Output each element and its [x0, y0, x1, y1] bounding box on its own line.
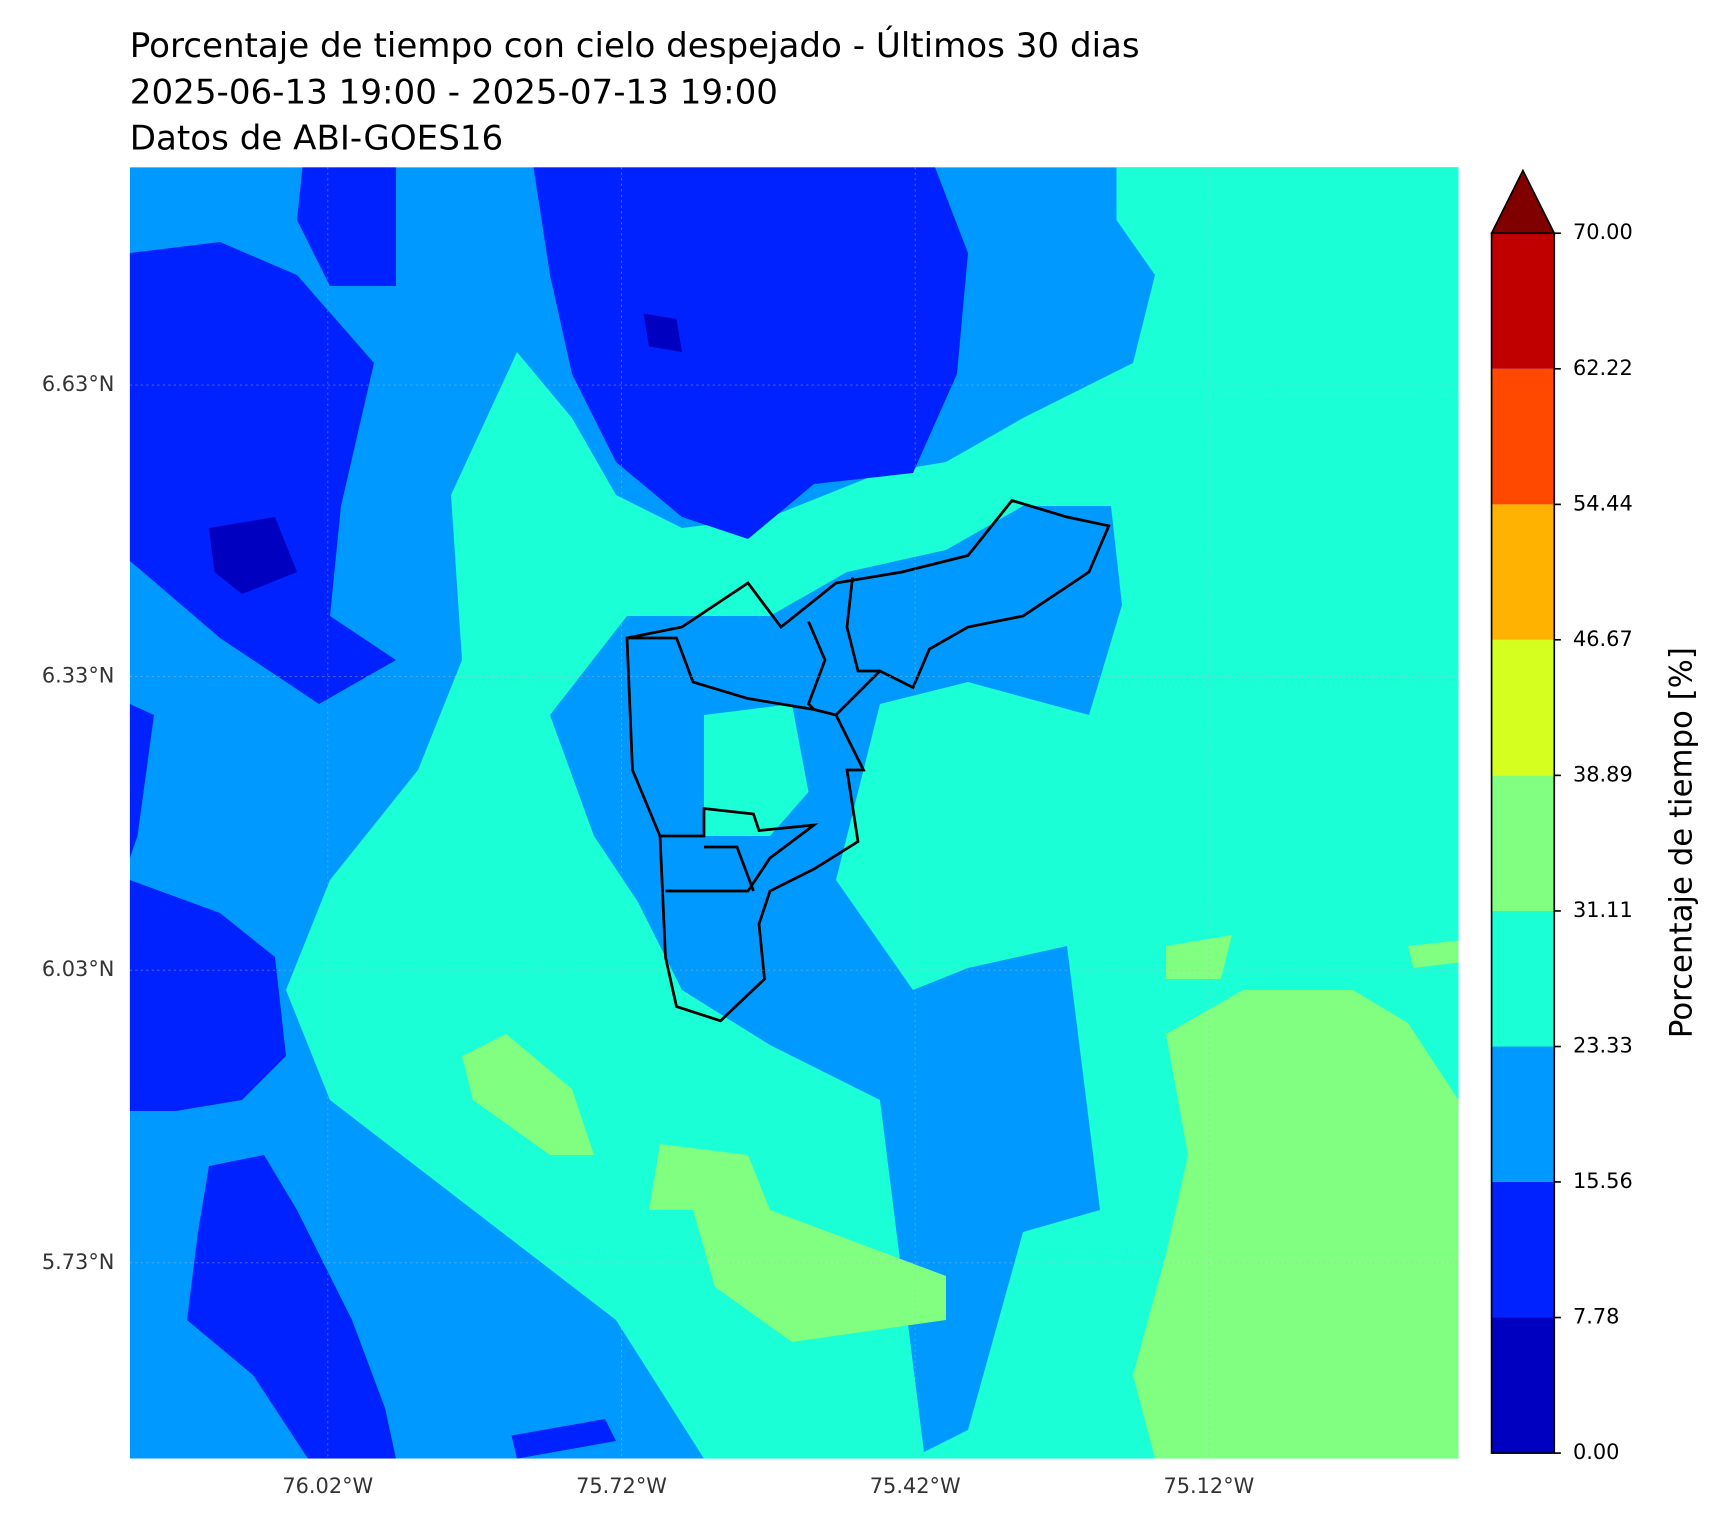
boundary: [806, 620, 827, 711]
lat-label: 5.73°N: [42, 1250, 115, 1274]
colorbar-band: [1491, 1181, 1555, 1318]
colorbar-tick-label: 31.11: [1573, 898, 1633, 922]
colorbar-tick-label: 0.00: [1573, 1440, 1619, 1464]
lat-label: 6.63°N: [42, 372, 115, 396]
colorbar-extend: [1490, 168, 1556, 235]
field: [186, 1155, 396, 1459]
colorbar-band: [1491, 1317, 1555, 1454]
field: [648, 1144, 946, 1343]
colorbar-tick-label: 46.67: [1573, 627, 1633, 651]
field: [129, 704, 154, 859]
colorbar-tick-label: 23.33: [1573, 1034, 1633, 1058]
colorbar-tick-label: 15.56: [1573, 1169, 1633, 1193]
colorbar-band: [1491, 504, 1555, 640]
field: [1132, 990, 1459, 1459]
colorbar-tick-label: 62.22: [1573, 356, 1633, 380]
colorbar-label: Porcentaje de tiempo [%]: [1663, 647, 1699, 1038]
colorbar-tick-label: 38.89: [1573, 762, 1633, 786]
colorbar-tick-label: 54.44: [1573, 491, 1633, 515]
field: [511, 1419, 616, 1459]
colorbar-tick-label: 70.00: [1573, 220, 1633, 244]
field: [208, 517, 297, 595]
colorbar-tick-label: 7.78: [1573, 1305, 1619, 1329]
field: [549, 506, 1122, 1453]
lon-label: 75.42°W: [870, 1474, 961, 1498]
lon-label: 75.12°W: [1163, 1474, 1254, 1498]
colorbar-band: [1491, 775, 1555, 911]
colorbar-band: [1491, 368, 1555, 505]
lat-label: 6.03°N: [42, 957, 115, 981]
field: [643, 313, 682, 353]
boundary: [703, 845, 755, 892]
boundary: [845, 577, 880, 673]
lon-label: 76.02°W: [282, 1474, 373, 1498]
colorbar-frame: [1490, 232, 1556, 1454]
title-line: Porcentaje de tiempo con cielo despejado…: [130, 25, 1140, 66]
field: [296, 167, 396, 287]
field: [1165, 935, 1232, 980]
colorbar-band: [1491, 233, 1555, 369]
lat-label: 6.33°N: [42, 664, 115, 688]
boundary: [659, 806, 819, 893]
colorbar-band: [1491, 639, 1555, 776]
map: [129, 167, 1459, 1459]
title-line: Datos de ABI-GOES16: [130, 119, 503, 159]
colorbar-band: [1491, 910, 1555, 1047]
title-line: 2025-06-13 19:00 - 2025-07-13 19:00: [130, 72, 778, 112]
field: [461, 1034, 594, 1156]
lon-label: 75.72°W: [576, 1474, 667, 1498]
colorbar-band: [1491, 1046, 1555, 1182]
field: [1407, 940, 1459, 969]
field: [129, 880, 286, 1112]
field: [129, 242, 396, 705]
field: [533, 167, 968, 540]
field: [703, 704, 809, 837]
